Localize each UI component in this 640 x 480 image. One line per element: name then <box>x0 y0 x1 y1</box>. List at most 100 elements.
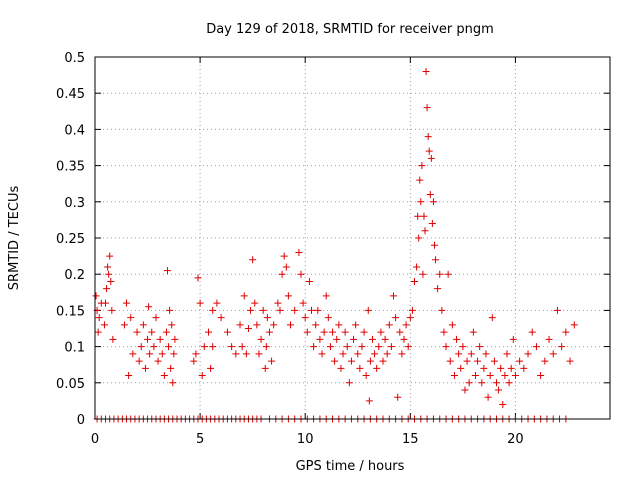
data-point <box>253 321 261 329</box>
data-point <box>516 357 524 365</box>
data-point <box>486 372 494 380</box>
data-point <box>156 335 164 343</box>
data-point <box>213 299 221 307</box>
data-point <box>127 314 135 322</box>
data-point <box>120 321 128 329</box>
data-point <box>209 306 217 314</box>
data-point <box>465 379 473 387</box>
data-point <box>426 191 434 199</box>
data-point <box>270 321 278 329</box>
data-point <box>368 335 376 343</box>
data-point <box>428 220 436 228</box>
data-point <box>377 328 385 336</box>
data-point <box>331 357 339 365</box>
data-point <box>356 364 364 372</box>
data-point <box>398 350 406 358</box>
data-point <box>165 343 173 351</box>
data-point <box>305 277 313 285</box>
data-point <box>463 357 471 365</box>
data-point <box>421 227 429 235</box>
data-point <box>383 350 391 358</box>
data-point <box>471 372 479 380</box>
data-point <box>171 335 179 343</box>
data-point <box>200 343 208 351</box>
y-tick-label: 0.3 <box>64 196 85 211</box>
y-tick-label: 0.25 <box>56 232 85 247</box>
data-point <box>358 343 366 351</box>
data-point <box>492 379 500 387</box>
data-point <box>326 343 334 351</box>
x-tick-label: 5 <box>196 432 204 447</box>
data-point <box>553 306 561 314</box>
data-point <box>438 306 446 314</box>
data-point <box>360 328 368 336</box>
data-point <box>476 343 484 351</box>
data-point <box>392 314 400 322</box>
data-point <box>404 343 412 351</box>
data-point <box>333 335 341 343</box>
data-point <box>425 147 433 155</box>
x-tick-label: 10 <box>297 432 314 447</box>
data-point <box>261 364 269 372</box>
data-point <box>322 292 330 300</box>
data-point <box>495 386 503 394</box>
data-point <box>442 343 450 351</box>
data-point <box>541 357 549 365</box>
data-point <box>362 372 370 380</box>
data-point <box>422 67 430 75</box>
data-point <box>102 299 110 307</box>
data-point <box>375 343 383 351</box>
data-point <box>424 133 432 141</box>
data-point <box>205 328 213 336</box>
data-point <box>411 277 419 285</box>
data-point <box>406 314 414 322</box>
data-point <box>158 350 166 358</box>
y-tick-label: 0 <box>77 413 85 428</box>
data-point <box>238 343 246 351</box>
data-point <box>455 350 463 358</box>
data-point <box>320 328 328 336</box>
data-point <box>440 328 448 336</box>
data-point <box>129 350 137 358</box>
data-point <box>387 343 395 351</box>
data-point <box>286 321 294 329</box>
data-point <box>154 357 162 365</box>
data-point <box>308 306 316 314</box>
data-point <box>170 350 178 358</box>
data-point <box>251 299 259 307</box>
data-point <box>107 277 115 285</box>
data-point <box>146 350 154 358</box>
data-point <box>166 306 174 314</box>
x-tick-label: 0 <box>91 432 99 447</box>
data-point <box>507 364 515 372</box>
data-point <box>503 350 511 358</box>
x-axis-title: GPS time / hours <box>296 459 405 474</box>
data-point <box>497 364 505 372</box>
data-point <box>364 306 372 314</box>
data-point <box>123 299 131 307</box>
data-point <box>301 314 309 322</box>
data-point <box>310 343 318 351</box>
data-point <box>408 306 416 314</box>
data-point <box>223 328 231 336</box>
data-point <box>249 256 257 264</box>
data-point <box>558 343 566 351</box>
data-point <box>318 350 326 358</box>
data-points <box>92 67 578 423</box>
data-point <box>562 328 570 336</box>
data-point <box>316 335 324 343</box>
data-point <box>341 328 349 336</box>
data-point <box>490 357 498 365</box>
data-point <box>373 364 381 372</box>
data-point <box>303 328 311 336</box>
grid <box>95 57 610 419</box>
data-point <box>347 357 355 365</box>
data-point <box>371 350 379 358</box>
data-point <box>429 198 437 206</box>
data-point <box>354 350 362 358</box>
data-point <box>511 372 519 380</box>
data-point <box>461 386 469 394</box>
data-point <box>528 328 536 336</box>
data-point <box>280 252 288 260</box>
